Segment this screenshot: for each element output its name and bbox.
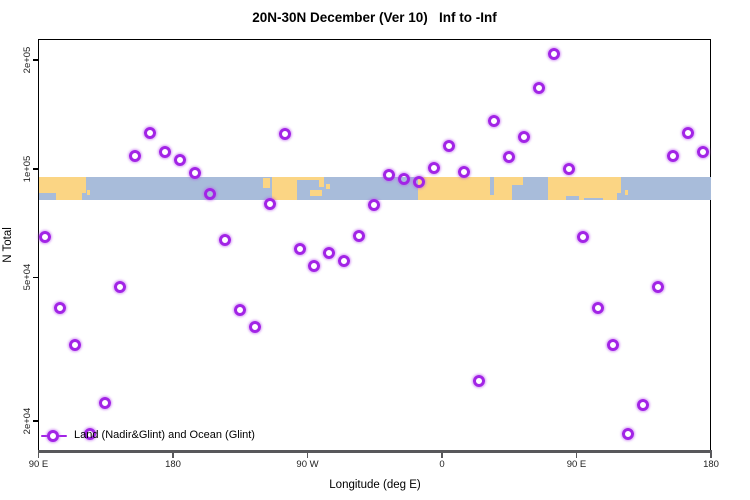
x-tick [37,453,40,458]
data-point [562,162,575,175]
data-point [532,81,545,94]
data-point [188,166,201,179]
map-band-segment-ocean [38,193,57,200]
map-band-segment-ocean [489,176,495,196]
data-point [413,175,426,188]
x-tick-label: 0 [439,459,445,470]
data-point [577,231,590,243]
data-point [323,246,336,259]
data-point [233,304,246,317]
data-point [697,145,710,158]
data-point [114,280,127,293]
map-band-segment-ocean [566,196,580,200]
map-band-segment-land [263,177,271,189]
data-point [69,339,82,352]
x-tick-label: 90 E [566,459,587,470]
data-point [457,165,470,178]
map-band-segment-land [271,176,298,200]
map-band-segment-land [310,189,323,197]
data-point [353,229,366,242]
y-tick [33,276,38,279]
y-tick-label: 2e+04 [22,407,33,435]
map-band-segment-ocean [81,192,86,200]
x-tick [710,453,712,458]
y-tick-label: 2e+05 [22,46,33,74]
x-tick-label: 90 E [28,459,49,470]
data-point [517,130,530,143]
x-tick [172,453,174,458]
data-point [159,145,172,158]
data-point [637,398,650,411]
x-axis-label: Longitude (deg E) [329,479,421,491]
map-band-segment-land [625,189,629,196]
data-point [652,280,665,293]
y-tick [33,420,38,422]
data-point [502,150,515,163]
data-point [293,242,306,255]
chart-title: 20N-30N December (Ver 10) Inf to -Inf [252,10,497,25]
legend-marker-icon [47,429,59,442]
data-point [547,47,560,60]
data-point [607,339,620,352]
data-point [248,321,261,334]
data-point [472,374,485,387]
data-point [308,259,321,272]
x-tick-label: 180 [703,459,719,470]
data-point [173,153,186,166]
map-band-segment-land [512,176,523,185]
map-band-segment-ocean [583,197,604,200]
map-band-segment-land [418,176,513,200]
y-tick [33,168,38,170]
data-point [592,301,605,314]
data-point [129,149,142,162]
baseline-rule [38,449,712,453]
x-tick [575,453,578,458]
data-point [263,197,276,210]
data-point [383,168,396,181]
map-band-segment-land [548,176,622,200]
map-band-segment-land [318,176,324,188]
data-point [278,127,291,140]
data-point [218,233,231,246]
map-band-segment-land [326,183,330,190]
map-band-segment-land [87,189,91,196]
data-point [682,126,695,139]
x-tick [306,453,309,458]
data-point [203,187,216,200]
y-tick [33,59,38,61]
data-point [428,161,441,174]
data-point [39,231,52,244]
data-point [487,114,500,127]
data-point [622,428,635,441]
data-point [338,254,351,267]
data-point [398,172,411,185]
x-tick-label: 180 [165,459,181,470]
data-point [667,149,680,162]
legend-label: Land (Nadir&Glint) and Ocean (Glint) [74,429,255,441]
y-tick-label: 1e+05 [22,155,33,183]
x-tick-label: 90 W [296,459,319,470]
data-point [144,126,157,139]
map-band-segment-ocean [616,192,622,200]
data-point [368,199,381,212]
data-point [99,397,112,410]
data-point [442,139,455,152]
x-tick [441,453,443,458]
data-point [84,428,97,441]
y-tick-label: 5e+04 [22,264,33,291]
map-band-segment-land [297,176,319,180]
data-point [54,301,67,314]
